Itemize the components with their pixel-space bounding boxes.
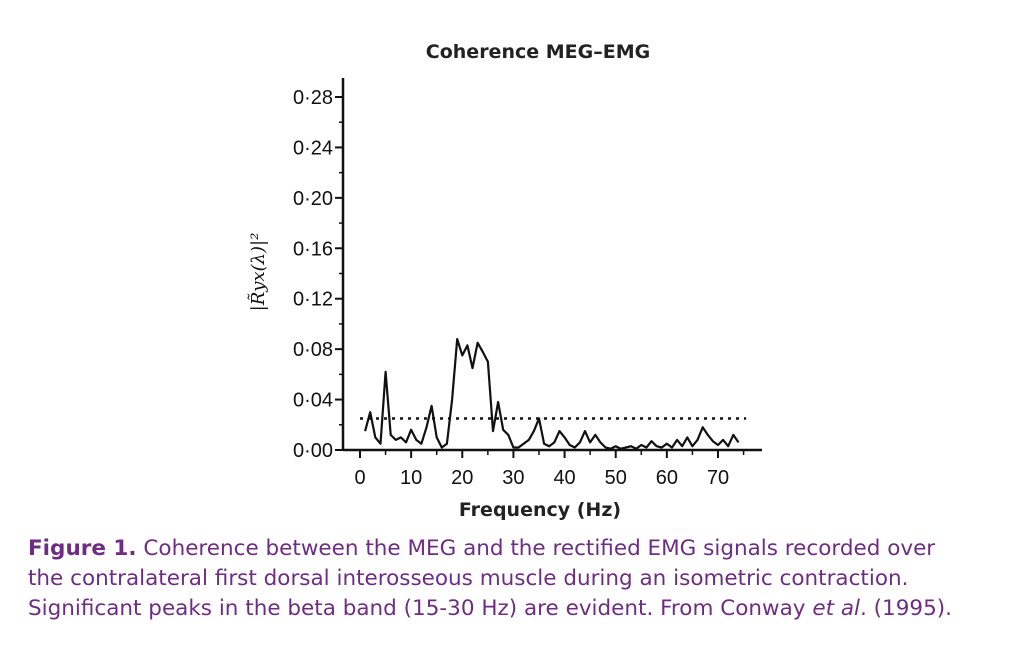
y-tick-label: 0·12 [293,289,333,311]
figure-caption: Figure 1. Coherence between the MEG and … [28,534,998,624]
y-tick-label: 0·04 [293,390,333,412]
y-tick-label: 0·28 [293,87,333,109]
x-tick-label: 30 [502,467,524,489]
caption-line-3-post: . (1995). [859,596,952,621]
y-tick-label: 0·08 [293,339,333,361]
x-tick-label: 10 [400,467,422,489]
y-ticks: 0·00 0·04 0·08 0·12 0·16 0·20 0·24 0·28 [293,87,343,462]
axes [341,78,762,452]
y-tick-label: 0·00 [293,440,333,462]
x-tick-label: 40 [553,467,575,489]
x-tick-label: 0 [354,467,365,489]
coherence-series-line [364,338,740,450]
x-axis-label: Frequency (Hz) [459,499,621,521]
y-tick-label: 0·20 [293,188,333,210]
caption-lead: Figure 1. [28,536,137,561]
chart-title: Coherence MEG–EMG [426,41,650,63]
caption-line-3-italic: et al [812,596,860,621]
x-tick-label: 20 [451,467,473,489]
y-tick-label: 0·24 [293,137,333,159]
x-tick-label: 50 [605,467,627,489]
y-tick-label: 0·16 [293,238,333,260]
coherence-chart: Coherence MEG–EMG 0·000·040·080·120·160·… [247,41,762,521]
caption-line-3-pre: Significant peaks in the beta band (15-3… [28,596,813,621]
caption-line-2: the contralateral first dorsal interosse… [28,566,909,591]
caption-line-1: Coherence between the MEG and the rectif… [136,536,936,561]
x-ticks: 0 10 20 30 40 50 60 70 [354,450,745,489]
y-axis-label: |R̃yx(λ)|² [247,233,269,312]
x-tick-label: 60 [656,467,678,489]
x-tick-label: 70 [707,467,729,489]
